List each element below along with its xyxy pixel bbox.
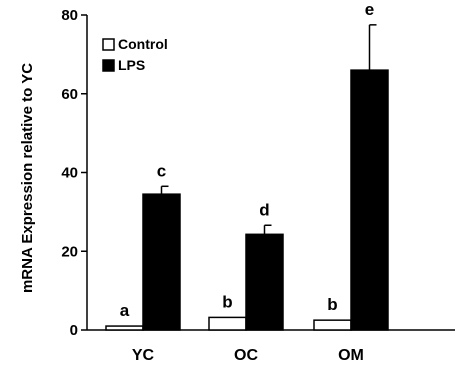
significance-label: d xyxy=(259,200,269,219)
y-axis-title: mRNA Expression relative to YC xyxy=(19,63,36,293)
significance-label: b xyxy=(327,295,337,314)
significance-label: e xyxy=(365,0,374,19)
legend-label-control: Control xyxy=(118,36,168,52)
y-tick-label: 20 xyxy=(61,243,78,260)
bar-lps-om xyxy=(350,69,389,331)
significance-label: c xyxy=(157,161,166,180)
significance-label: b xyxy=(222,292,232,311)
y-tick-label: 40 xyxy=(61,165,78,182)
y-tick-label: 80 xyxy=(61,7,78,24)
legend: Control LPS xyxy=(102,36,168,73)
y-tick-label: 0 xyxy=(70,322,78,339)
plot-area: 0 20 40 60 80 YC OC OM a b b c d e xyxy=(61,0,455,364)
x-category-label: YC xyxy=(132,347,155,364)
bar-lps-yc xyxy=(142,193,181,331)
x-category-label: OC xyxy=(234,347,258,364)
legend-swatch-lps xyxy=(102,59,115,72)
bar-control-oc xyxy=(208,316,247,331)
x-category-label: OM xyxy=(338,347,364,364)
y-tick-label: 60 xyxy=(61,86,78,103)
bar-control-om xyxy=(313,319,352,331)
legend-swatch-control xyxy=(102,38,115,51)
legend-label-lps: LPS xyxy=(118,57,145,73)
bar-control-yc xyxy=(105,325,144,331)
significance-label: a xyxy=(120,301,130,320)
bar-lps-oc xyxy=(245,233,284,331)
